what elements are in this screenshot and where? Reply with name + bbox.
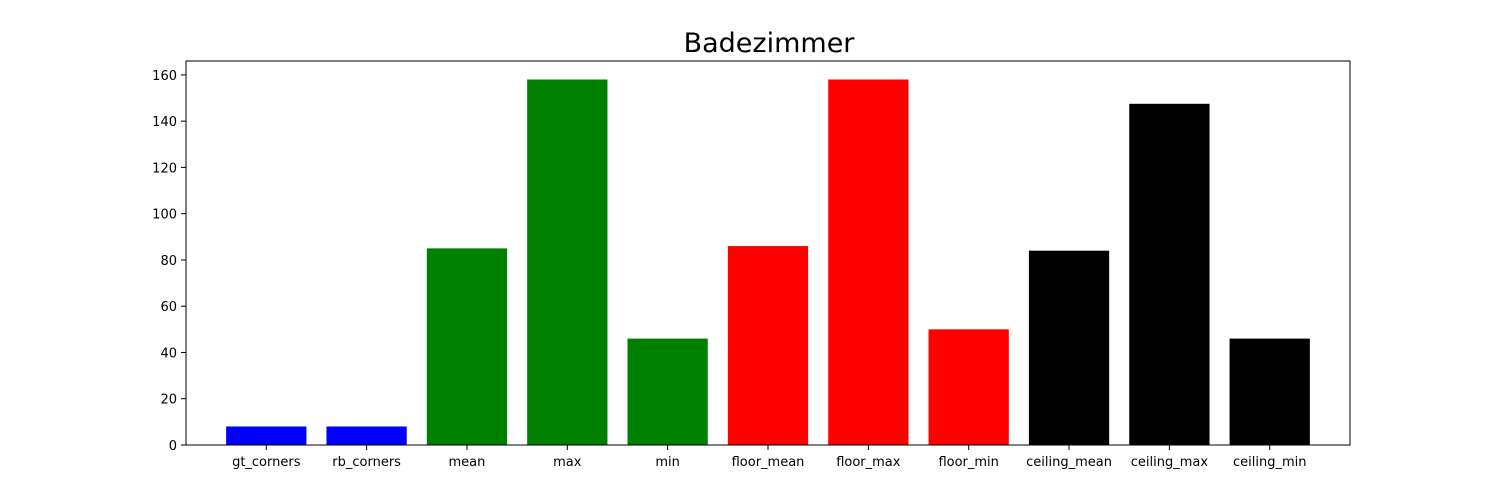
y-tick-label-0: 0 <box>169 439 177 454</box>
x-tick-label-floor_max: floor_max <box>836 455 901 470</box>
bar-ceiling_min <box>1229 338 1310 445</box>
bar-ceiling_mean <box>1028 250 1110 445</box>
x-axis: gt_corners rb_corners mean max min floor_mean… <box>232 445 1306 470</box>
x-tick-label-max: max <box>553 455 582 470</box>
x-tick-label-ceiling_min: ceiling_min <box>1233 455 1307 470</box>
y-tick-label-160: 160 <box>152 69 177 84</box>
x-tick-label-ceiling_mean: ceiling_mean <box>1026 455 1112 470</box>
x-tick-label-mean: mean <box>449 455 486 470</box>
bars <box>226 79 1310 446</box>
x-tick-label-rb_corners: rb_corners <box>332 455 401 470</box>
y-tick-label-20: 20 <box>160 393 177 408</box>
bar-ceiling_max <box>1129 103 1210 446</box>
x-tick-label-min: min <box>655 455 680 470</box>
bar-mean <box>426 248 508 445</box>
chart-title: Badezimmer <box>684 28 856 59</box>
y-tick-label-40: 40 <box>160 346 177 361</box>
bar-max <box>527 79 608 445</box>
bar-floor_mean <box>727 246 809 445</box>
x-tick-label-floor_min: floor_min <box>938 455 998 470</box>
y-axis: 0 20 40 60 80 100 120 140 160 <box>152 69 186 454</box>
x-tick-label-ceiling_max: ceiling_max <box>1131 455 1209 470</box>
y-tick-label-140: 140 <box>152 115 177 130</box>
plot-frame <box>185 60 1351 446</box>
x-tick-label-gt_corners: gt_corners <box>232 455 301 470</box>
x-tick-label-floor_mean: floor_mean <box>732 455 805 470</box>
bar-floor_max <box>828 79 909 445</box>
y-tick-label-100: 100 <box>152 208 177 223</box>
y-tick-label-120: 120 <box>152 161 177 176</box>
y-tick-label-80: 80 <box>160 254 177 269</box>
bar-gt_corners <box>226 426 307 445</box>
y-tick-label-60: 60 <box>160 300 177 315</box>
bar-rb_corners <box>326 426 407 445</box>
bar-min <box>627 338 708 445</box>
bar-floor_min <box>928 329 1009 445</box>
